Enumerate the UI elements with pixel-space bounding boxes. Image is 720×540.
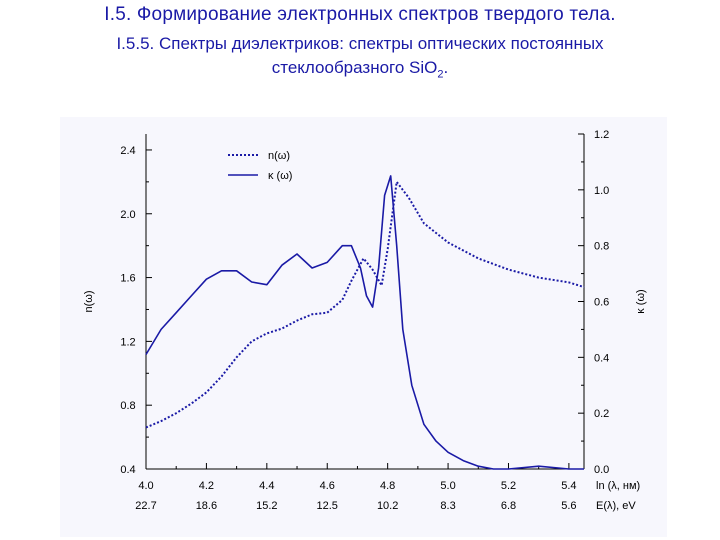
slide-subtitle: I.5.5. Спектры диэлектриков: спектры опт…: [0, 34, 720, 54]
left-y-tick-label: 1.6: [120, 273, 135, 285]
x-tick-label-secondary: 6.8: [501, 500, 516, 512]
left-y-tick-label: 0.4: [120, 464, 135, 476]
right-y-tick-label: 0.0: [594, 464, 609, 476]
subtitle-subscript: 2: [437, 68, 444, 81]
x-tick-label-secondary: 5.6: [561, 500, 576, 512]
subtitle-rest: спектры оптических постоянных: [344, 34, 604, 53]
right-y-tick-label: 1.0: [594, 185, 609, 197]
x-tick-label-secondary: 18.6: [196, 500, 217, 512]
x-tick-label-secondary: 22.7: [135, 500, 156, 512]
x-tick-label-secondary: 15.2: [256, 500, 277, 512]
x-tick-label: 4.6: [320, 480, 335, 492]
right-y-tick-label: 0.2: [594, 408, 609, 420]
x-tick-label-secondary: 10.2: [377, 500, 398, 512]
x-tick-label: 4.8: [380, 480, 395, 492]
left-y-tick-label: 0.8: [120, 400, 135, 412]
series-line-n: [145, 180, 585, 429]
legend-label: n(ω): [268, 150, 290, 162]
slide-title-text: I.5. Формирование электронных спектров т…: [104, 4, 616, 25]
chart-panel: 4.0 22.7 4.2 18.6 4.4 15.2 4.6 12.5 4.8 10.2 5.0 8.…: [60, 117, 667, 537]
slide-subtitle-line3: стеклообразного SiO2.: [0, 58, 720, 80]
x-axis-label-secondary: E(λ), eV: [596, 500, 636, 512]
x-tick-label: 4.2: [199, 480, 214, 492]
subtitle-bold: I.5.5. Спектры диэлектриков:: [116, 34, 345, 53]
left-y-tick-label: 2.0: [120, 209, 135, 221]
series-line-kappa: [145, 175, 584, 470]
chart: 4.0 22.7 4.2 18.6 4.4 15.2 4.6 12.5 4.8 10.2 5.0 8.…: [83, 129, 647, 512]
right-y-tick-label: 1.2: [594, 129, 609, 141]
x-tick-label: 5.2: [501, 480, 516, 492]
right-y-axis-label: κ (ω): [635, 289, 647, 313]
right-y-tick-label: 0.6: [594, 297, 609, 309]
x-tick-label: 4.0: [138, 480, 153, 492]
x-axis-label: ln (λ, нм): [596, 480, 640, 492]
x-tick-label: 5.4: [561, 480, 576, 492]
subtitle-material: стеклообразного SiO: [271, 58, 438, 77]
x-tick-label-secondary: 8.3: [440, 500, 455, 512]
left-y-axis-label: n(ω): [83, 290, 95, 312]
right-y-tick-label: 0.8: [594, 241, 609, 253]
legend-label: κ (ω): [268, 170, 292, 182]
x-tick-label-secondary: 12.5: [317, 500, 338, 512]
right-y-tick-label: 0.4: [594, 352, 609, 364]
subtitle-end: .: [443, 58, 449, 77]
slide-title: I.5. Формирование электронных спектров т…: [0, 4, 720, 26]
left-y-tick-label: 1.2: [120, 336, 135, 348]
x-tick-label: 5.0: [440, 480, 455, 492]
left-y-tick-label: 2.4: [120, 145, 135, 157]
x-tick-label: 4.4: [259, 480, 274, 492]
